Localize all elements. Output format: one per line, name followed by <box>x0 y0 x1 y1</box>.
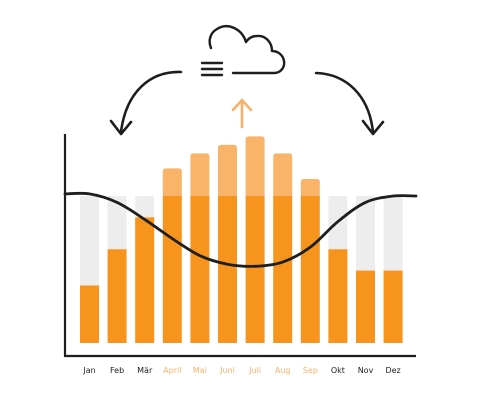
curved-arrow-right-icon <box>314 71 385 136</box>
bar-upper <box>162 168 182 198</box>
curved-arrow-left-icon <box>109 70 183 136</box>
x-tick-label: Feb <box>110 366 124 375</box>
x-tick-label: Okt <box>331 366 345 375</box>
x-tick-label: April <box>163 366 181 375</box>
bar-upper <box>190 153 210 198</box>
x-tick-label: Mai <box>193 366 207 375</box>
bar <box>162 196 182 343</box>
bar <box>273 196 293 343</box>
x-tick-label: Sep <box>303 366 318 375</box>
bar <box>218 196 237 343</box>
bar <box>107 249 127 343</box>
cloud-icon <box>200 25 286 77</box>
bar <box>80 285 99 343</box>
x-tick-label: Aug <box>275 366 291 375</box>
bar-upper <box>273 153 293 198</box>
x-tick-label: Juni <box>219 366 235 375</box>
bar <box>300 196 320 343</box>
bar <box>135 217 155 343</box>
x-tick-label: Mär <box>137 366 153 375</box>
bar-upper <box>245 136 265 198</box>
bar-upper <box>300 178 320 198</box>
x-tick-label: Juli <box>248 366 261 375</box>
bar <box>245 196 265 343</box>
x-tick-label: Jan <box>82 366 95 375</box>
x-tick-labels: Jan Feb Mär April Mai Juni Juli Aug Sep Okt Nov Dez <box>82 366 400 375</box>
x-tick-label: Nov <box>358 366 374 375</box>
bar <box>190 196 210 343</box>
bar <box>383 270 403 343</box>
temperature-curve <box>63 191 418 268</box>
bar-upper <box>218 144 237 198</box>
x-tick-label: Dez <box>385 366 400 375</box>
bar <box>328 249 348 343</box>
bar <box>356 270 375 343</box>
bars-layer <box>80 136 403 343</box>
up-arrow-icon <box>231 98 253 129</box>
